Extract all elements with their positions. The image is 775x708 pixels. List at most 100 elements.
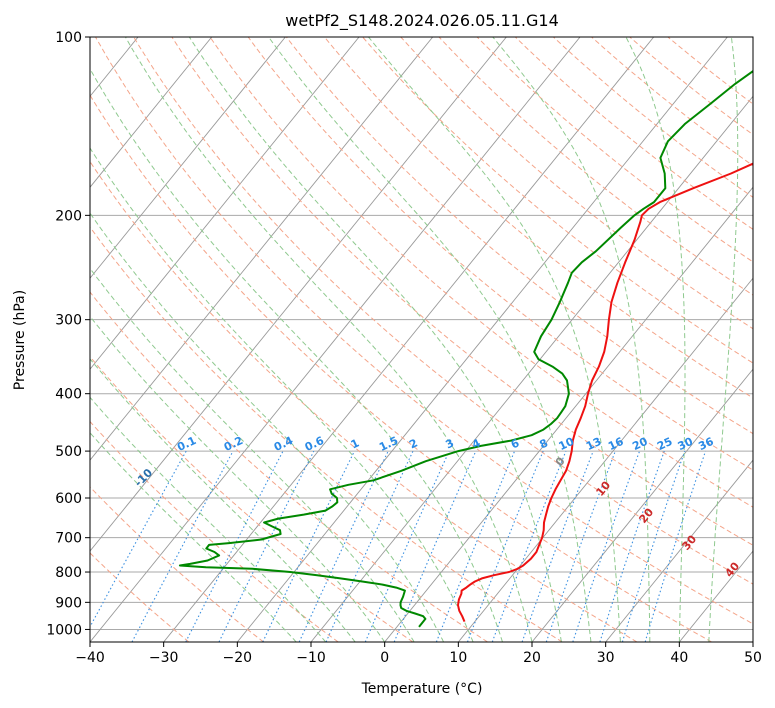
moist-adiabat-line (625, 37, 686, 642)
x-tick-label: 50 (744, 650, 762, 666)
dry-adiabat-line (133, 37, 753, 585)
mixing-ratio-label: 10 (557, 435, 577, 453)
y-axis-label: Pressure (hPa) (12, 290, 28, 390)
mixing-ratio-line (521, 450, 594, 642)
dry-adiabat-line (209, 37, 753, 508)
x-tick-label: −10 (296, 650, 326, 666)
mixing-ratio-line (298, 450, 389, 642)
moist-adiabat-label: 10 (593, 478, 613, 498)
isotherm-line (384, 186, 753, 642)
isobar-grid (90, 37, 753, 630)
dewpoint-trace (178, 69, 753, 628)
plot-frame (89, 36, 754, 643)
isotherm-line (531, 368, 753, 642)
x-tick-label: 0 (380, 650, 389, 666)
dry-adiabat-line (362, 37, 753, 364)
moist-adiabat-line (90, 396, 327, 642)
x-tick-label: −40 (75, 650, 105, 666)
mixing-ratio-label: 25 (655, 435, 674, 453)
dry-adiabat-line (285, 37, 753, 435)
y-tick-label: 1000 (46, 622, 82, 638)
isotherm-line (90, 37, 213, 188)
temperature-trace (457, 162, 753, 622)
mixing-ratio-label: 8 (537, 436, 549, 451)
dry-adiabat-line (90, 160, 638, 642)
moist-adiabat-line (492, 37, 651, 642)
x-tick-label: 20 (523, 650, 541, 666)
dry-adiabat-line (514, 37, 753, 230)
dry-adiabat-line (90, 291, 488, 642)
x-tick-label: 30 (597, 650, 615, 666)
isotherm-line (90, 37, 286, 279)
mixing-ratio-label: 1 (349, 436, 361, 451)
moist-adiabat-line (90, 315, 386, 642)
y-tick-label: 900 (55, 595, 82, 611)
dry-adiabat-line (90, 552, 190, 642)
isotherm-line (605, 459, 753, 642)
x-tick-label: −30 (149, 650, 179, 666)
chart-title: wetPf2_S148.2024.026.05.11.G14 (285, 11, 559, 31)
y-tick-label: 500 (55, 444, 82, 460)
mixing-ratio-line (90, 450, 187, 629)
moist-adiabat-line (90, 67, 503, 642)
moist-adiabat-label: 0 (553, 454, 568, 468)
moist-adiabat-line (90, 212, 445, 642)
isotherm-line (752, 641, 753, 642)
dry-adiabat-line (95, 37, 753, 625)
dry-adiabat-line (90, 486, 264, 642)
x-tick-label: −20 (223, 650, 253, 666)
moist-adiabat-line (90, 267, 415, 642)
dry-adiabat-line (667, 37, 753, 105)
mixing-ratio-label: 4 (470, 436, 483, 451)
mixing-ratio-line (572, 450, 641, 642)
mixing-ratio-line (599, 450, 665, 642)
traces (178, 69, 753, 628)
y-tick-label: 600 (55, 491, 82, 507)
moist-adiabat-line (188, 37, 562, 642)
moist-adiabats (90, 37, 739, 642)
mixing-ratio-label: 16 (606, 435, 626, 453)
y-tick-label: 800 (55, 565, 82, 581)
dry-adiabat-line (171, 37, 753, 546)
dry-adiabat-line (591, 37, 753, 167)
dry-adiabat-line (438, 37, 753, 296)
x-axis-label: Temperature (°C) (361, 681, 483, 697)
isotherm-line (90, 37, 434, 461)
y-tick-label: 100 (55, 30, 82, 46)
moist-adiabat-label: 20 (636, 505, 656, 525)
y-tick-label: 700 (55, 531, 82, 547)
y-tick-label: 300 (55, 313, 82, 329)
moist-adiabat-line (708, 37, 739, 642)
dry-adiabat-line (90, 226, 563, 642)
isotherm-line (310, 95, 753, 642)
y-axis: 100 200 300 400 500 600 700 800 900 1000 (46, 30, 90, 638)
mixing-ratio-label: 36 (696, 435, 716, 453)
mixing-ratio-line (545, 450, 616, 642)
isotherm-line (90, 37, 360, 370)
mixing-ratio-line (262, 450, 355, 642)
y-tick-label: 400 (55, 387, 82, 403)
line-labels: -100-90-80-70-60-50-40-30-20-100.10.20.4… (132, 434, 742, 580)
dry-adiabat-line (476, 37, 753, 263)
dry-adiabat-line (247, 37, 753, 471)
isotherm-line (90, 37, 507, 552)
dry-adiabat-line (400, 37, 753, 330)
y-tick-label: 200 (55, 208, 82, 224)
dry-adiabat-line (90, 420, 339, 642)
x-axis: −40 −30 −20 −10 0 10 20 30 40 50 (75, 642, 762, 666)
dry-adiabat-line (553, 37, 753, 198)
mixing-ratio-line (644, 450, 707, 642)
isotherm-line (236, 37, 728, 642)
moist-adiabat-line (268, 37, 592, 642)
mixing-ratio-label: 30 (676, 435, 696, 453)
x-tick-label: 40 (670, 650, 688, 666)
dry-adiabat-line (90, 355, 414, 642)
moist-adiabat-line (90, 431, 297, 642)
mixing-ratio-line (393, 450, 477, 642)
mixing-ratio-label: 13 (584, 435, 603, 453)
dry-adiabat-line (324, 37, 753, 399)
moist-adiabat-line (368, 37, 621, 642)
mixing-ratio-line (621, 450, 686, 642)
mixing-ratio-label: 20 (630, 435, 650, 453)
